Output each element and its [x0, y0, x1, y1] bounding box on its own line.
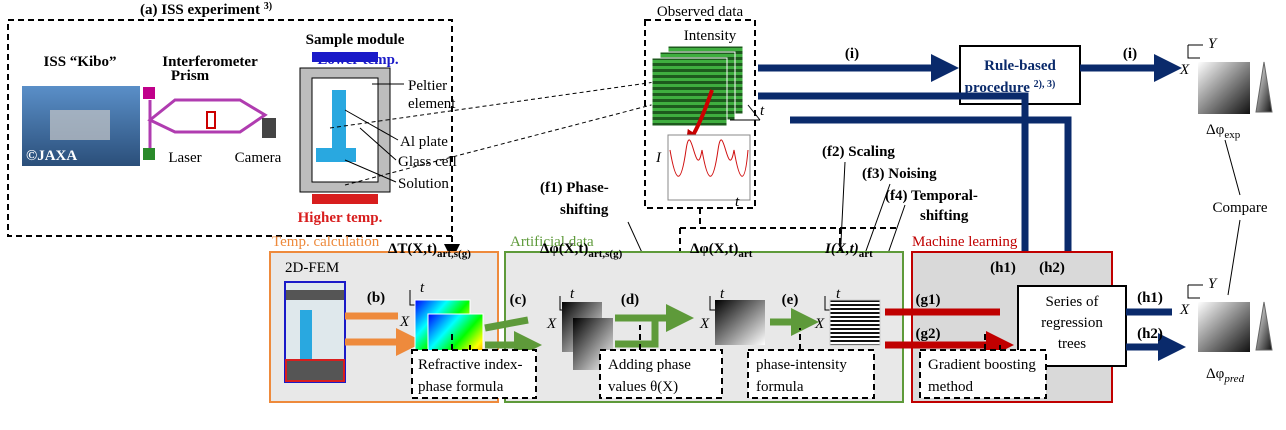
step-b: (b) [367, 290, 385, 306]
x-label: X [699, 316, 710, 332]
step-e: (e) [782, 292, 799, 308]
ml-output-label: (h2) [1039, 260, 1065, 276]
f2-label: (f2) Scaling [822, 144, 895, 160]
x-label: X [814, 316, 825, 332]
trees-text: trees [1058, 336, 1086, 352]
camera-label: Camera [235, 150, 282, 166]
fem-top [286, 290, 344, 300]
solution-label: Solution [398, 176, 449, 192]
plot-y-label: I [655, 150, 662, 166]
exp-axes [1188, 45, 1203, 58]
axis-y-label: Y [1208, 36, 1218, 52]
exp-map [1198, 62, 1250, 114]
diagram: (a) ISS experiment 3) ISS “Kibo” ©JAXA I… [0, 0, 1286, 430]
peltier-label: element [408, 96, 456, 112]
formula-text: values θ(X) [608, 379, 678, 395]
pred-label: Δφpred [1206, 366, 1245, 385]
ml-title: Machine learning [912, 234, 1018, 250]
observed-title: Observed data [657, 4, 744, 20]
intensity-label: Intensity [684, 28, 737, 44]
t-axis-label: t [760, 103, 765, 119]
phase-art-field [715, 300, 765, 345]
iss-label: ISS “Kibo” [44, 54, 117, 70]
formula-text: formula [756, 379, 804, 395]
f1-label: (f1) Phase- [540, 180, 609, 196]
formula-text: Gradient boosting [928, 357, 1036, 373]
peltier-label: Peltier [408, 78, 447, 94]
laser-icon [143, 148, 155, 160]
laser-label: Laser [168, 150, 201, 166]
iss-title: (a) ISS experiment 3) [140, 1, 272, 18]
ml-input-label: (g1) [916, 292, 941, 308]
cell-icon [207, 112, 215, 128]
arrow-i-label: (i) [1123, 46, 1137, 62]
fem-bottom [286, 360, 344, 381]
lower-temp-label: Lower temp. [317, 52, 399, 68]
formula-text: phase-intensity [756, 357, 847, 373]
fem-plate [300, 310, 312, 360]
formula-text: Refractive index- [418, 357, 523, 373]
ml-input-label: (g2) [916, 326, 941, 342]
rule-box-text: Rule-based [984, 58, 1056, 74]
al-plate-label: Al plate [400, 134, 448, 150]
higher-plate [312, 194, 378, 204]
formula-text: Adding phase [608, 357, 691, 373]
iss-photo-module [50, 110, 110, 140]
pred-colorbar [1256, 302, 1272, 350]
camera-icon [262, 118, 276, 138]
axis-x-label: X [1179, 302, 1190, 318]
formula-text: method [928, 379, 973, 395]
fem-label: 2D-FEM [285, 260, 339, 276]
temp-title: Temp. calculation [272, 234, 380, 250]
exp-colorbar [1256, 62, 1272, 112]
compare-label: Compare [1213, 200, 1268, 216]
frame [652, 58, 727, 126]
solution-shape [316, 148, 356, 162]
formula-text: phase formula [418, 379, 504, 395]
arrow-i-label: (i) [845, 46, 859, 62]
step-d: (d) [621, 292, 639, 308]
f3-label: (f3) Noising [862, 166, 937, 182]
sample-module-title: Sample module [306, 32, 405, 48]
trees-text: regression [1041, 315, 1103, 331]
glass-cell-label: Glass cell [398, 154, 457, 170]
ml-output-label: (h1) [990, 260, 1016, 276]
intensity-art-field [830, 300, 880, 345]
exp-label: Δφexp [1206, 122, 1241, 141]
f4-label: (f4) Temporal- [885, 188, 978, 204]
f4-label: shifting [920, 208, 969, 224]
trees-text: Series of [1046, 294, 1099, 310]
copyright: ©JAXA [26, 148, 77, 164]
output-label: (h2) [1137, 326, 1163, 342]
axis-x-label: X [1179, 62, 1190, 78]
f1-label: shifting [560, 202, 609, 218]
higher-temp-label: Higher temp. [298, 210, 383, 226]
compare-lines [1225, 140, 1240, 295]
pred-axes [1188, 285, 1203, 298]
x-label: X [399, 314, 410, 330]
pred-map [1198, 302, 1250, 352]
prism-icon [143, 87, 155, 99]
axis-y-label: Y [1208, 276, 1218, 292]
x-label: X [546, 316, 557, 332]
prism-label: Prism [171, 68, 210, 84]
output-label: (h1) [1137, 290, 1163, 306]
step-c: (c) [510, 292, 527, 308]
